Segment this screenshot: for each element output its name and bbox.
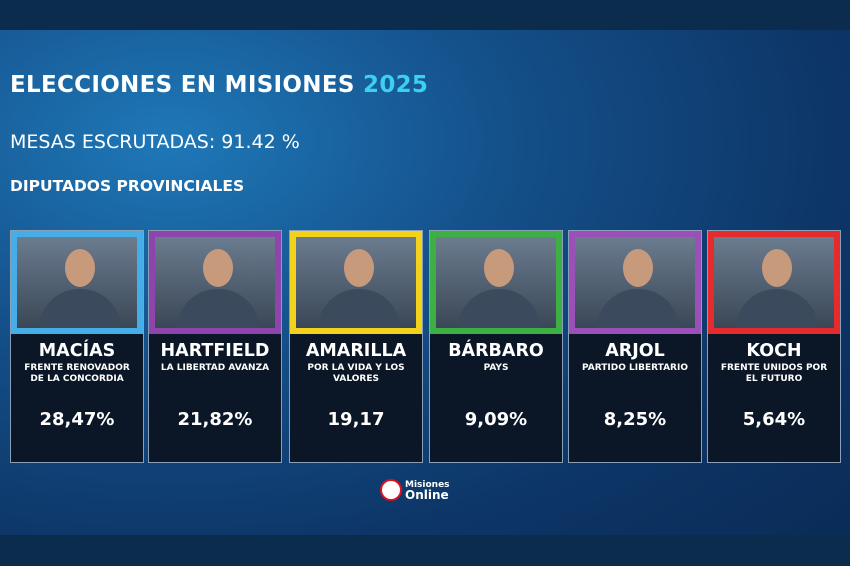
logo-icon <box>380 479 402 501</box>
candidate-photo <box>569 231 701 334</box>
photo-figure <box>484 249 514 287</box>
title-year: 2025 <box>363 72 429 98</box>
photo-figure <box>597 289 679 328</box>
photo-figure <box>762 249 792 287</box>
subtitle: MESAS ESCRUTADAS: 91.42 % <box>10 131 300 153</box>
candidate-party: FRENTE RENOVADOR DE LA CONCORDIA <box>24 363 130 384</box>
candidate-name: HARTFIELD <box>160 341 270 361</box>
candidate-name: BÁRBARO <box>448 341 544 361</box>
photo-figure <box>65 249 95 287</box>
candidate-party: FRENTE UNIDOS POR EL FUTURO <box>720 363 828 384</box>
candidate-result: 19,17 <box>327 409 385 430</box>
candidate-party: POR LA VIDA Y LOS VALORES <box>307 363 405 384</box>
candidate-party: PAYS <box>483 363 509 373</box>
title-text: ELECCIONES EN MISIONES <box>10 72 355 98</box>
title: ELECCIONES EN MISIONES 2025 <box>10 72 428 98</box>
logo-line: Misiones <box>405 480 450 490</box>
candidate-result: 5,64% <box>742 409 806 430</box>
candidate-name: MACÍAS <box>38 341 116 361</box>
candidate-result: 21,82% <box>177 409 253 430</box>
candidate-name: AMARILLA <box>305 341 407 361</box>
logo: Misiones Online <box>380 479 450 501</box>
candidate-card: KOCH FRENTE UNIDOS POR EL FUTURO 5,64% <box>707 230 841 463</box>
photo-figure <box>318 289 400 328</box>
top-band <box>0 0 850 30</box>
candidate-photo <box>149 231 281 334</box>
candidate-card: MACÍAS FRENTE RENOVADOR DE LA CONCORDIA 28… <box>10 230 144 463</box>
candidate-photo <box>430 231 562 334</box>
candidate-card: AMARILLA POR LA VIDA Y LOS VALORES 19,17 <box>289 230 423 463</box>
candidate-party: LA LIBERTAD AVANZA <box>160 363 270 373</box>
candidate-photo <box>11 231 143 334</box>
photo-figure <box>458 289 540 328</box>
photo-figure <box>623 249 653 287</box>
candidate-result: 9,09% <box>464 409 528 430</box>
logo-line: Online <box>405 488 449 502</box>
photo-figure <box>177 289 259 328</box>
candidate-photo <box>290 231 422 334</box>
logo-text: Misiones Online <box>405 480 450 502</box>
candidate-party: PARTIDO LIBERTARIO <box>582 363 688 373</box>
candidate-name: ARJOL <box>605 341 665 361</box>
photo-figure <box>344 249 374 287</box>
bottom-band <box>0 535 850 566</box>
candidate-card: HARTFIELD LA LIBERTAD AVANZA 21,82% <box>148 230 282 463</box>
photo-figure <box>203 249 233 287</box>
candidate-name: KOCH <box>746 341 802 361</box>
candidate-card: BÁRBARO PAYS 9,09% <box>429 230 563 463</box>
photo-figure <box>39 289 121 328</box>
photo-figure <box>736 289 818 328</box>
candidate-photo <box>708 231 840 334</box>
candidate-card: ARJOL PARTIDO LIBERTARIO 8,25% <box>568 230 702 463</box>
candidate-result: 8,25% <box>603 409 667 430</box>
section-title: DIPUTADOS PROVINCIALES <box>10 177 245 195</box>
candidate-result: 28,47% <box>39 409 115 430</box>
